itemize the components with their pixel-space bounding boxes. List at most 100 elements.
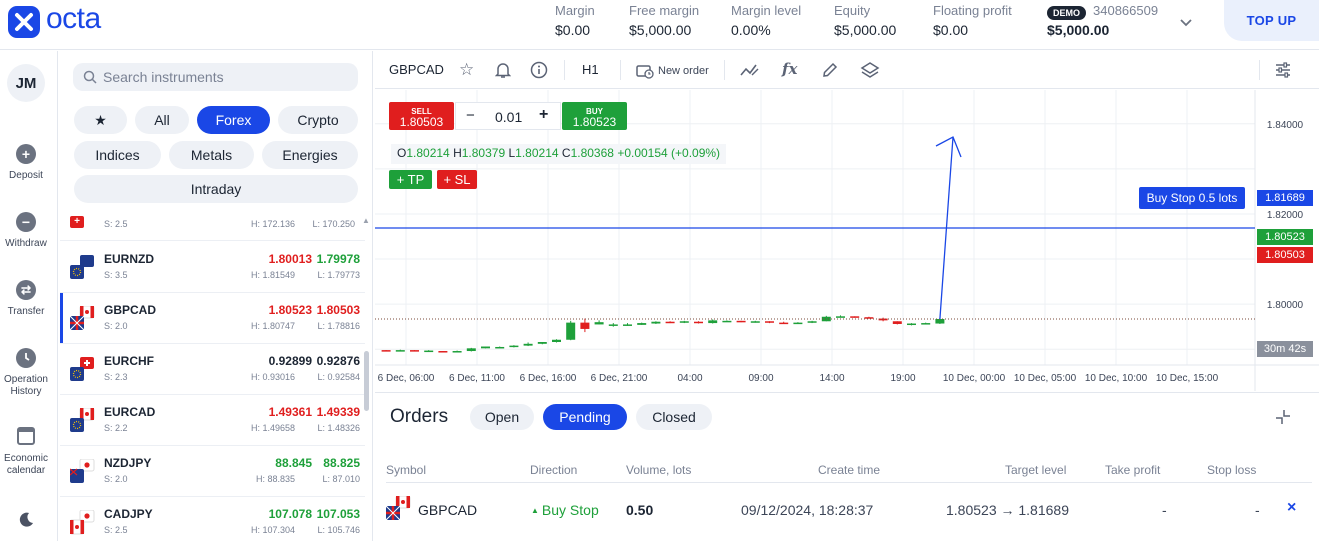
star-icon[interactable]: ☆ [459, 60, 475, 79]
ask-price[interactable]: 107.053 [316, 507, 360, 521]
account-balance[interactable]: $5,000.00 [1047, 22, 1110, 38]
collapse-icon[interactable] [1273, 407, 1293, 432]
bid-price[interactable]: 88.845 [275, 456, 312, 470]
filter-energies[interactable]: Energies [262, 141, 358, 169]
add-stop-loss-button[interactable]: + SL [437, 170, 477, 189]
nav-transfer[interactable]: ⇄ Transfer [0, 280, 52, 318]
table-row[interactable] [375, 483, 1319, 542]
stat-floating-profit: Floating profit $0.00 [933, 3, 1012, 38]
candle-body [623, 324, 632, 326]
instrument-row-eurnzd[interactable]: EURNZD S: 3.5 1.80013 1.79978 H: 1.81549… [60, 242, 365, 293]
fx-icon[interactable]: fx [782, 60, 798, 78]
nav-withdraw[interactable]: − Withdraw [0, 212, 52, 250]
order-volume: 0.50 [626, 502, 654, 518]
instrument-row-eurchf[interactable]: EURCHF S: 2.3 0.92899 0.92876 H: 0.93016… [60, 344, 365, 395]
chart-symbol[interactable]: GBPCAD [389, 62, 444, 77]
scrollbar-thumb[interactable] [364, 351, 369, 411]
indicators-icon[interactable] [740, 61, 760, 84]
buy-button[interactable]: BUY 1.80523 [562, 102, 627, 130]
filter-crypto[interactable]: Crypto [278, 106, 358, 134]
col-volume[interactable]: Volume, lots [626, 463, 692, 477]
sell-button[interactable]: SELL 1.80503 [389, 102, 454, 130]
instrument-row[interactable]: + S: 2.5 H: 172.136 L: 170.250 [60, 211, 365, 241]
top-up-button[interactable]: TOP UP [1224, 0, 1319, 41]
order-line-label[interactable]: Buy Stop 0.5 lots [1139, 187, 1245, 209]
y-tick-label: 1.80000 [1267, 300, 1304, 311]
filter-metals[interactable]: Metals [169, 141, 254, 169]
ask-price[interactable]: 0.92876 [316, 354, 360, 368]
volume-input[interactable]: 0.01 [495, 109, 523, 125]
selected-indicator [60, 293, 63, 344]
eur-nzd-flag-icon [70, 255, 94, 279]
col-symbol[interactable]: Symbol [386, 463, 427, 477]
col-target-level[interactable]: Target level [1005, 463, 1067, 477]
bell-icon[interactable] [494, 61, 512, 84]
x-tick-label: 04:00 [677, 373, 702, 384]
nav-operation-history[interactable]: Operation History [0, 348, 52, 398]
low: L: 1.78816 [317, 321, 360, 331]
chevron-down-icon[interactable] [1176, 12, 1196, 32]
logo-text[interactable]: octa [46, 2, 101, 35]
minus-circle-icon: − [16, 212, 36, 232]
new-order-button[interactable]: New order [636, 61, 709, 81]
tab-open[interactable]: Open [470, 404, 534, 430]
pencil-icon[interactable] [821, 61, 839, 84]
filter-favorites[interactable]: ★ [74, 106, 127, 134]
filter-forex[interactable]: Forex [197, 106, 270, 134]
close-order-button[interactable]: × [1287, 499, 1297, 516]
info-icon[interactable] [530, 61, 548, 84]
filter-indices[interactable]: Indices [74, 141, 161, 169]
candle-body [722, 320, 732, 323]
col-create-time[interactable]: Create time [818, 463, 881, 477]
col-take-profit[interactable]: Take profit [1105, 463, 1161, 477]
high: H: 1.81549 [250, 270, 295, 280]
ask-price[interactable]: 1.79978 [316, 252, 360, 266]
bid-price[interactable]: 1.80523 [268, 303, 312, 317]
stat-label: Margin level [731, 3, 802, 18]
spread: S: 2.5 [104, 219, 128, 229]
candle-body [878, 318, 888, 321]
divider [620, 60, 621, 80]
col-direction[interactable]: Direction [530, 463, 578, 477]
instrument-row-nzdjpy[interactable]: NZDJPY S: 2.0 88.845 88.825 H: 88.835 L:… [60, 446, 365, 497]
candle-body [892, 321, 902, 324]
spread: S: 3.5 [104, 270, 128, 280]
chart-settings-icon[interactable] [1274, 61, 1292, 84]
instrument-row-eurcad[interactable]: EURCAD S: 2.2 1.49361 1.49339 H: 1.49658… [60, 395, 365, 446]
avatar[interactable]: JM [7, 64, 45, 102]
col-stop-loss[interactable]: Stop loss [1207, 463, 1257, 477]
chart-canvas[interactable]: 1.84000 1.82000 1.80000 6 Dec, 06:00 6 Dec, … [375, 90, 1319, 391]
add-take-profit-button[interactable]: + TP [389, 170, 432, 189]
bid-price[interactable]: 0.92899 [268, 354, 312, 368]
nav-deposit[interactable]: + Deposit [0, 144, 52, 182]
stat-free-margin: Free margin $5,000.00 [629, 3, 699, 38]
octa-logo-icon[interactable] [8, 6, 40, 38]
account-number[interactable]: 340866509 [1093, 3, 1159, 18]
bid-price[interactable]: 1.49361 [268, 405, 312, 419]
plus-circle-icon: + [16, 144, 36, 164]
candle-body [736, 320, 746, 323]
ask-price[interactable]: 1.80503 [316, 303, 360, 317]
ask-price[interactable]: 1.49339 [316, 405, 360, 419]
tab-pending[interactable]: Pending [543, 404, 627, 430]
filter-all[interactable]: All [135, 106, 189, 134]
nzd-jpy-flag-icon [69, 458, 95, 483]
instrument-row-gbpcad[interactable]: GBPCAD S: 2.0 1.80523 1.80503 H: 1.80747… [60, 293, 365, 344]
orders-panel: Orders Open Pending Closed Symbol Direct… [375, 392, 1319, 541]
buy-label: BUY [586, 107, 603, 116]
bid-price[interactable]: 1.80013 [268, 252, 312, 266]
timeframe-selector[interactable]: H1 [582, 62, 599, 77]
bid-price[interactable]: 107.078 [268, 507, 312, 521]
nav-economic-calendar[interactable]: Economic calendar [0, 427, 52, 477]
price-chart[interactable]: 1.84000 1.82000 1.80000 6 Dec, 06:00 6 Dec, … [375, 90, 1319, 391]
instrument-row-cadjpy[interactable]: CADJPY S: 2.5 107.078 107.053 H: 107.304… [60, 497, 365, 548]
scroll-up-arrow-icon[interactable]: ▲ [362, 216, 370, 225]
ask-price[interactable]: 88.825 [323, 456, 360, 470]
tab-closed[interactable]: Closed [636, 404, 712, 430]
volume-decrease-button[interactable]: − [466, 107, 475, 124]
layers-icon[interactable] [860, 60, 880, 85]
filter-intraday[interactable]: Intraday [74, 175, 358, 203]
volume-increase-button[interactable]: + [539, 106, 549, 123]
search-input[interactable]: Search instruments [73, 63, 358, 91]
moon-icon[interactable] [17, 511, 35, 534]
